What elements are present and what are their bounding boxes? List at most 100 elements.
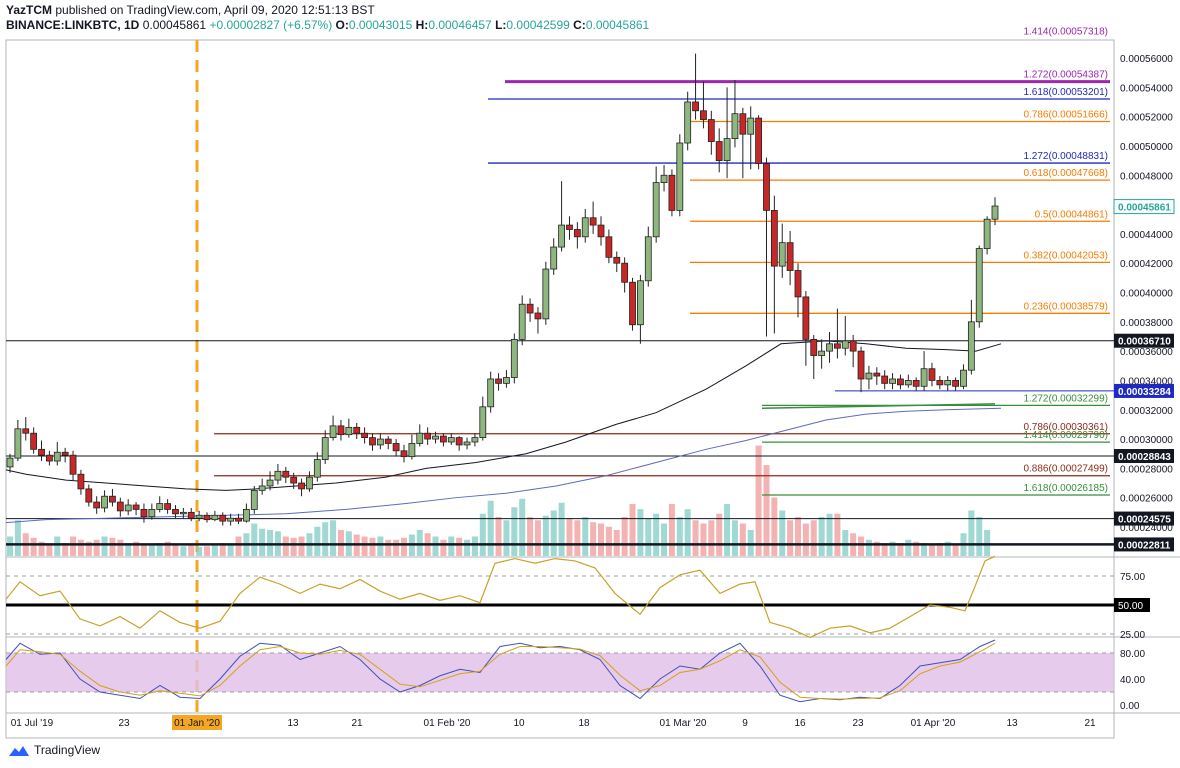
candle-body bbox=[77, 473, 85, 490]
price-axis-label: 0.00022811 bbox=[1118, 540, 1171, 551]
time-axis-tick: 10 bbox=[513, 718, 525, 729]
candle-body bbox=[463, 441, 471, 446]
rsi-line bbox=[5, 555, 996, 639]
rsi-axis-label-bg bbox=[1114, 598, 1150, 612]
volume-bar bbox=[204, 546, 210, 556]
price-axis-label-bg bbox=[1114, 383, 1174, 398]
candle-body bbox=[124, 504, 132, 512]
candle-body bbox=[140, 509, 148, 518]
candle-body bbox=[46, 454, 53, 462]
price-axis-label-bg bbox=[1114, 333, 1174, 348]
time-axis-tick: 16 bbox=[794, 718, 806, 729]
volume-bar bbox=[416, 530, 423, 556]
price-axis-tick: 0.00054000 bbox=[1120, 83, 1173, 94]
candle-body bbox=[376, 438, 384, 446]
candle-body bbox=[353, 426, 361, 434]
candle-body bbox=[321, 437, 329, 460]
fib-level-label: 1.414(0.00029790) bbox=[1023, 430, 1108, 441]
symbol-name: BINANCE:LINKBTC, 1D bbox=[6, 18, 140, 32]
price-axis-tick: 0.00048000 bbox=[1120, 171, 1173, 182]
volume-bar bbox=[590, 522, 597, 556]
candle-body bbox=[936, 380, 944, 386]
volume-bar bbox=[716, 513, 723, 556]
volume-bar bbox=[125, 543, 132, 556]
candle-body bbox=[983, 218, 991, 249]
candle-body bbox=[597, 224, 605, 238]
volume-bar bbox=[731, 520, 738, 556]
price-axis-label: 0.00028843 bbox=[1118, 452, 1171, 463]
candle-body bbox=[187, 511, 195, 519]
close-value: 0.00045861 bbox=[585, 18, 650, 32]
volume-bar bbox=[858, 536, 865, 556]
volume-bar bbox=[881, 543, 888, 556]
candle-body bbox=[715, 141, 723, 161]
time-axis-tick: 01 Apr '20 bbox=[911, 718, 956, 729]
candle-body bbox=[841, 340, 849, 349]
candle-body bbox=[755, 117, 762, 164]
volume-bar bbox=[30, 537, 37, 556]
volume-bar bbox=[566, 518, 573, 556]
time-axis-tick: 21 bbox=[351, 718, 363, 729]
candle-body bbox=[164, 503, 172, 510]
stoch-axis-tick: 40.00 bbox=[1120, 675, 1145, 686]
time-axis-tick: 18 bbox=[578, 718, 590, 729]
candle-body bbox=[503, 377, 510, 384]
price-axis-tick: 0.00044000 bbox=[1120, 230, 1173, 241]
candle-body bbox=[818, 350, 826, 356]
candle-body bbox=[558, 224, 565, 248]
moving-average-line bbox=[5, 407, 1002, 524]
price-change: +0.00002827 (+6.57%) bbox=[209, 18, 333, 32]
volume-bar bbox=[534, 520, 541, 556]
candle-body bbox=[400, 450, 408, 458]
volume-bar bbox=[140, 544, 147, 556]
volume-bar bbox=[621, 517, 628, 556]
candle-body bbox=[282, 470, 290, 478]
price-axis-tick: 0.00028000 bbox=[1120, 464, 1173, 475]
volume-bar bbox=[251, 523, 258, 556]
price-axis-tick: 0.00032000 bbox=[1120, 406, 1173, 417]
candle-body bbox=[172, 509, 179, 515]
candle-body bbox=[211, 514, 219, 521]
price-axis-label-bg bbox=[1114, 511, 1174, 526]
volume-bar bbox=[322, 522, 329, 556]
volume-bar bbox=[46, 544, 53, 556]
rsi-axis-label: 50.00 bbox=[1118, 601, 1143, 612]
fib-level-label: 0.786(0.00030361) bbox=[1023, 422, 1108, 433]
stoch-band bbox=[6, 653, 1114, 692]
candle-body bbox=[810, 338, 818, 356]
published-text: published on TradingView.com, April 09, … bbox=[55, 3, 375, 17]
volume-bar bbox=[629, 504, 636, 556]
time-axis-tick: 9 bbox=[742, 718, 748, 729]
volume-bar bbox=[369, 537, 376, 556]
volume-bar bbox=[164, 541, 171, 556]
candle-body bbox=[944, 380, 952, 386]
volume-bar bbox=[180, 546, 187, 556]
volume-bar bbox=[558, 502, 565, 556]
fib-level-label: 1.618(0.00026185) bbox=[1023, 483, 1108, 494]
volume-bar bbox=[834, 513, 841, 556]
volume-bar bbox=[62, 543, 69, 556]
volume-bar bbox=[763, 465, 770, 556]
candle-body bbox=[329, 425, 337, 438]
volume-bar bbox=[692, 520, 699, 556]
candle-body bbox=[897, 378, 904, 386]
candle-body bbox=[369, 437, 376, 446]
price-chart[interactable]: 1.414(0.00057318) 1.272(0.00054387) 1.618(… bbox=[0, 0, 1180, 742]
green-trend-line bbox=[761, 403, 996, 410]
moving-average-line bbox=[5, 340, 1002, 491]
candle-body bbox=[723, 138, 731, 161]
volume-bar bbox=[668, 504, 675, 556]
volume-bar bbox=[984, 530, 991, 556]
fib-level-label: 0.5(0.00044861) bbox=[1035, 209, 1108, 220]
candle-body bbox=[53, 451, 61, 462]
price-axis-tick: 0.00056000 bbox=[1120, 54, 1173, 65]
volume-bar bbox=[747, 530, 754, 556]
volume-bar bbox=[471, 536, 478, 556]
volume-bar bbox=[385, 539, 392, 556]
candle-body bbox=[849, 340, 857, 352]
candle-body bbox=[865, 372, 873, 380]
volume-bar bbox=[38, 541, 45, 556]
price-axis-tick: 0.00030000 bbox=[1120, 435, 1173, 446]
price-axis-tick: 0.00036000 bbox=[1120, 347, 1173, 358]
time-axis-tick: 01 Mar '20 bbox=[660, 718, 707, 729]
